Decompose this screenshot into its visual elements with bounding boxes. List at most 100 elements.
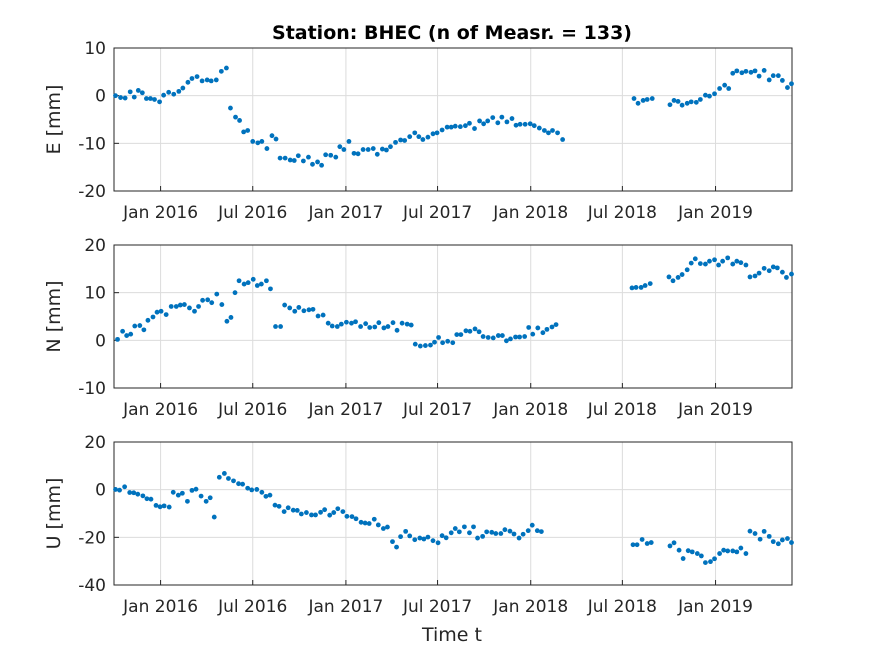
data-point: [679, 272, 685, 277]
x-tick-label: Jan 2019: [677, 203, 753, 223]
data-point: [638, 285, 644, 290]
data-point: [180, 85, 186, 91]
data-point: [173, 304, 179, 309]
data-point: [310, 161, 315, 167]
data-point: [445, 338, 451, 344]
data-point: [245, 485, 251, 491]
data-point: [194, 74, 200, 79]
x-tick-label: Jan 2016: [122, 597, 198, 617]
data-point: [122, 484, 128, 490]
data-point: [205, 297, 211, 303]
data-point: [412, 537, 418, 543]
data-point: [756, 270, 762, 276]
data-point: [430, 131, 436, 137]
data-point: [278, 324, 283, 329]
data-point: [135, 88, 141, 93]
data-point: [117, 487, 122, 493]
data-point: [255, 140, 261, 146]
data-point: [717, 86, 722, 91]
data-point: [340, 509, 346, 514]
data-point: [629, 285, 635, 291]
data-point: [344, 319, 349, 325]
data-point: [456, 529, 462, 535]
data-point: [398, 534, 403, 540]
data-point: [738, 545, 744, 551]
x-tick-label: Jan 2017: [307, 203, 383, 223]
data-point: [555, 130, 560, 136]
x-tick-label: Jul 2017: [402, 400, 472, 420]
data-point: [185, 79, 191, 85]
data-point: [747, 274, 753, 280]
data-point: [224, 65, 229, 71]
data-point: [481, 121, 487, 127]
data-point: [726, 86, 732, 91]
data-point: [187, 305, 192, 311]
data-point: [504, 119, 510, 125]
data-point: [785, 85, 790, 90]
data-point: [490, 335, 496, 341]
data-point: [259, 139, 265, 144]
data-point: [504, 338, 509, 344]
data-point: [526, 325, 532, 330]
data-point: [670, 278, 676, 284]
data-point: [388, 144, 393, 150]
data-point: [490, 115, 496, 120]
data-point: [282, 302, 288, 308]
data-point: [236, 481, 241, 487]
data-point: [770, 264, 776, 270]
data-point: [337, 144, 343, 150]
data-point: [448, 530, 454, 536]
data-point: [541, 128, 547, 133]
data-point: [507, 528, 513, 534]
data-point: [353, 516, 359, 522]
data-point: [485, 118, 491, 124]
data-point: [734, 258, 740, 264]
y-tick-label: 10: [84, 284, 106, 304]
data-point: [131, 490, 137, 496]
data-point: [535, 325, 541, 331]
x-tick-label: Jul 2018: [587, 400, 657, 420]
data-point: [725, 548, 731, 554]
data-point: [684, 267, 690, 273]
data-point: [671, 540, 677, 546]
data-point: [315, 313, 321, 319]
data-point: [517, 334, 522, 340]
data-point: [671, 98, 677, 103]
data-point: [214, 291, 220, 297]
data-point: [467, 530, 472, 536]
data-point: [712, 91, 717, 97]
data-point: [232, 290, 238, 296]
data-point: [531, 123, 537, 129]
y-tick-label: 10: [84, 39, 106, 59]
data-point: [553, 322, 559, 328]
data-point: [291, 158, 297, 163]
data-point: [298, 511, 304, 517]
data-point: [318, 509, 323, 515]
data-point: [254, 283, 260, 288]
data-point: [148, 96, 153, 101]
data-point: [472, 326, 478, 332]
data-point: [463, 123, 468, 129]
data-point: [634, 542, 640, 548]
data-point: [648, 540, 654, 545]
data-point: [358, 519, 364, 525]
data-point: [440, 340, 446, 346]
data-point: [693, 99, 699, 105]
data-point: [766, 77, 772, 83]
data-point: [381, 325, 387, 331]
data-point: [707, 258, 712, 264]
data-point: [374, 151, 380, 157]
data-point: [708, 559, 713, 565]
data-point: [258, 281, 264, 287]
data-point: [402, 138, 408, 143]
data-point: [128, 331, 134, 337]
data-point: [775, 73, 781, 79]
data-point: [774, 265, 780, 271]
data-point: [420, 137, 426, 142]
data-point: [154, 309, 160, 315]
data-point: [707, 93, 712, 99]
data-point: [333, 154, 339, 160]
data-point: [287, 157, 293, 163]
data-point: [226, 476, 231, 481]
